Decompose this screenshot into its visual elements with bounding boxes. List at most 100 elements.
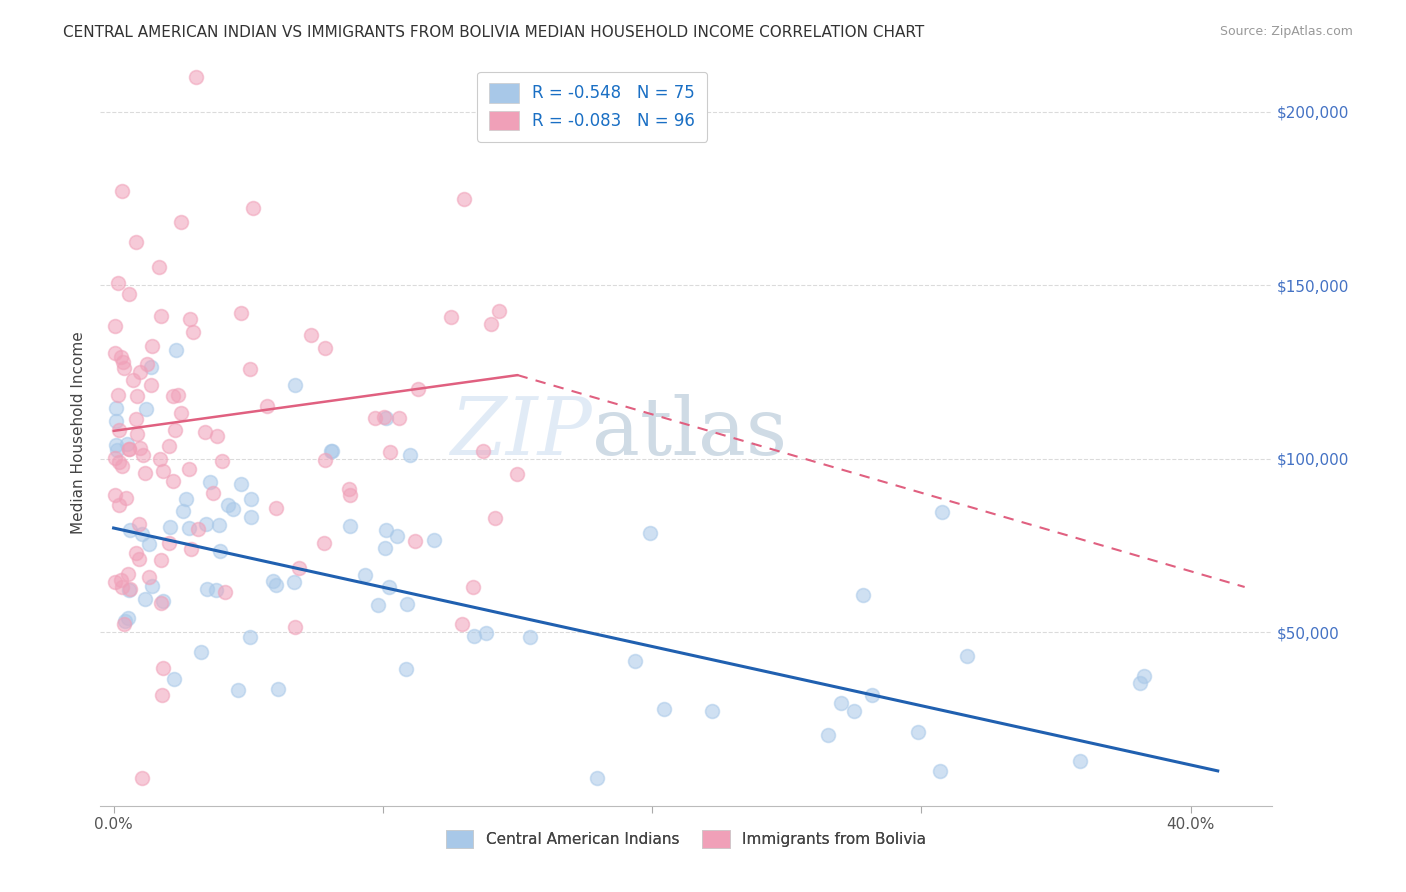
Point [339, 518, 361, 533]
Point [226, 683, 249, 698]
Point [149, 309, 172, 323]
Point [506, 467, 529, 481]
Point [851, 588, 873, 602]
Text: Source: ZipAtlas.com: Source: ZipAtlas.com [1219, 25, 1353, 38]
Point [194, 425, 217, 440]
Point [240, 492, 263, 507]
Point [107, 276, 129, 290]
Point [180, 542, 202, 557]
Point [150, 596, 173, 610]
Point [114, 615, 136, 629]
Point [118, 442, 141, 456]
Point [388, 410, 411, 425]
Point [112, 361, 135, 376]
Point [314, 453, 336, 467]
Point [107, 388, 129, 402]
Point [519, 630, 541, 644]
Point [141, 339, 163, 353]
Point [337, 482, 360, 496]
Point [165, 423, 187, 437]
Point [152, 593, 174, 607]
Point [110, 573, 132, 587]
Point [135, 357, 157, 371]
Legend: Central American Indians, Immigrants from Bolivia: Central American Indians, Immigrants fro… [440, 824, 932, 854]
Point [125, 412, 148, 426]
Point [105, 401, 128, 415]
Point [638, 526, 661, 541]
Point [299, 327, 322, 342]
Point [463, 580, 485, 594]
Point [451, 616, 474, 631]
Point [115, 491, 138, 506]
Point [214, 585, 236, 599]
Point [373, 409, 395, 424]
Point [159, 520, 181, 534]
Point [586, 771, 609, 785]
Point [118, 286, 141, 301]
Point [135, 401, 157, 416]
Point [256, 399, 278, 413]
Point [229, 477, 252, 491]
Point [108, 455, 131, 469]
Point [474, 625, 496, 640]
Point [907, 724, 929, 739]
Point [463, 629, 485, 643]
Point [117, 611, 139, 625]
Point [262, 574, 284, 588]
Point [149, 553, 172, 567]
Point [652, 702, 675, 716]
Point [112, 616, 135, 631]
Point [124, 546, 146, 560]
Point [377, 580, 399, 594]
Point [157, 439, 180, 453]
Point [472, 443, 495, 458]
Point [104, 319, 127, 334]
Point [931, 505, 953, 519]
Point [131, 527, 153, 541]
Point [190, 645, 212, 659]
Point [488, 303, 510, 318]
Point [399, 448, 422, 462]
Point [423, 533, 446, 547]
Point [283, 574, 305, 589]
Point [404, 533, 426, 548]
Point [118, 582, 141, 597]
Point [205, 582, 228, 597]
Point [396, 597, 419, 611]
Point [128, 551, 150, 566]
Point [138, 537, 160, 551]
Point [132, 448, 155, 462]
Point [170, 406, 193, 420]
Point [177, 462, 200, 476]
Point [321, 443, 343, 458]
Point [129, 441, 152, 455]
Point [127, 426, 149, 441]
Point [125, 235, 148, 249]
Point [267, 682, 290, 697]
Point [108, 498, 131, 512]
Point [315, 341, 337, 355]
Point [112, 355, 135, 369]
Point [201, 486, 224, 500]
Point [148, 260, 170, 275]
Point [111, 458, 134, 473]
Point [830, 696, 852, 710]
Point [479, 317, 502, 331]
Text: ZIP: ZIP [450, 394, 592, 471]
Point [700, 704, 723, 718]
Point [162, 389, 184, 403]
Point [179, 312, 201, 326]
Point [117, 437, 139, 451]
Point [242, 201, 264, 215]
Point [125, 389, 148, 403]
Point [375, 411, 398, 425]
Point [120, 523, 142, 537]
Point [288, 560, 311, 574]
Point [860, 688, 883, 702]
Point [163, 672, 186, 686]
Point [624, 654, 647, 668]
Text: atlas: atlas [592, 393, 787, 472]
Point [484, 511, 506, 525]
Point [200, 475, 222, 489]
Point [157, 536, 180, 550]
